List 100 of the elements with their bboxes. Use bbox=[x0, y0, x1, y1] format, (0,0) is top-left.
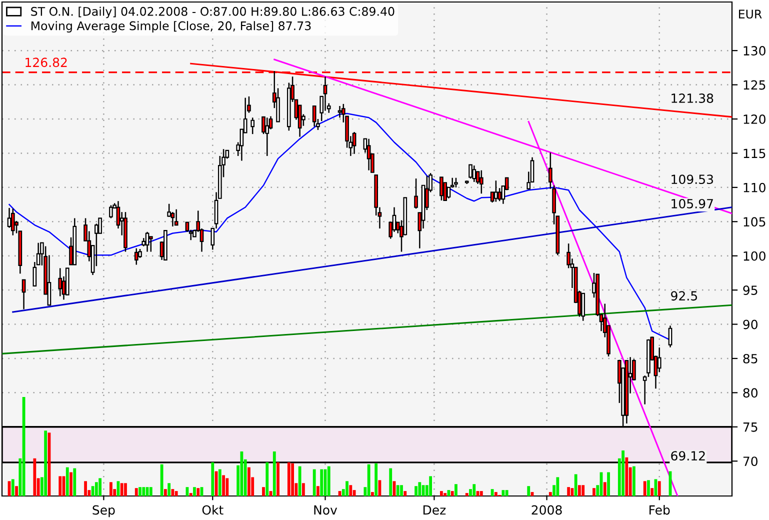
bar bbox=[164, 489, 167, 496]
bar bbox=[240, 451, 244, 496]
bar bbox=[110, 482, 112, 496]
bar bbox=[622, 450, 624, 496]
bar bbox=[58, 476, 62, 496]
legend-label: ST O.N. [Daily] 04.02.2008 - O:87.00 H:89.80 L:86.63 C:89.40 bbox=[31, 6, 394, 18]
bar bbox=[374, 463, 378, 496]
y-tick-label: 75 bbox=[743, 422, 758, 432]
bar bbox=[454, 484, 458, 496]
bar bbox=[248, 467, 250, 496]
bar bbox=[98, 478, 102, 496]
bar bbox=[316, 486, 320, 496]
bar bbox=[592, 488, 596, 496]
bar bbox=[472, 484, 476, 496]
bar bbox=[465, 493, 468, 496]
candlestick bbox=[323, 76, 328, 112]
candlestick bbox=[134, 248, 138, 266]
bar bbox=[567, 487, 570, 496]
bar bbox=[527, 486, 530, 496]
bar bbox=[189, 493, 192, 496]
bar bbox=[218, 469, 222, 496]
bar bbox=[367, 464, 370, 496]
bar bbox=[174, 491, 178, 496]
bar bbox=[84, 481, 87, 496]
bar bbox=[400, 485, 403, 496]
annotation: 121.38 bbox=[672, 94, 714, 103]
y-tick-label: 90 bbox=[743, 320, 758, 330]
candlestick bbox=[454, 177, 458, 188]
bar bbox=[134, 488, 138, 496]
bar bbox=[222, 475, 225, 496]
candlestick bbox=[668, 325, 672, 348]
bar bbox=[450, 491, 454, 496]
bar bbox=[603, 482, 606, 496]
candlestick bbox=[148, 236, 153, 252]
y-tick-label: 100 bbox=[744, 251, 766, 261]
candlestick bbox=[47, 254, 52, 306]
bar bbox=[396, 485, 400, 496]
bar bbox=[272, 451, 276, 496]
annotation: 105.97 bbox=[672, 198, 713, 208]
y-tick-label: 85 bbox=[743, 354, 758, 364]
candlestick bbox=[657, 346, 662, 373]
bar bbox=[66, 467, 69, 496]
candlestick bbox=[58, 268, 62, 297]
candlestick bbox=[352, 131, 356, 155]
candlestick bbox=[145, 231, 150, 252]
candlestick bbox=[642, 374, 647, 405]
bar bbox=[11, 479, 14, 496]
bar bbox=[389, 468, 392, 496]
candlestick bbox=[250, 117, 255, 135]
bar bbox=[149, 487, 152, 496]
candlestick bbox=[36, 242, 40, 266]
bar bbox=[349, 485, 352, 496]
bar bbox=[193, 487, 196, 496]
bar bbox=[418, 482, 422, 496]
candlestick bbox=[10, 208, 15, 236]
bar bbox=[578, 485, 581, 496]
y-tick-label: 80 bbox=[743, 388, 758, 398]
annotation: 109.53 bbox=[672, 174, 713, 184]
bar bbox=[440, 491, 443, 496]
bar bbox=[647, 480, 650, 496]
bar bbox=[320, 469, 324, 496]
candlestick bbox=[22, 279, 26, 310]
bar bbox=[160, 464, 164, 496]
bar bbox=[480, 491, 483, 496]
y-tick-label: 125 bbox=[744, 80, 766, 90]
x-tick-label: Okt bbox=[202, 505, 224, 515]
bar bbox=[346, 481, 348, 496]
x-tick-label: 2008 bbox=[532, 505, 562, 515]
candlestick bbox=[414, 178, 418, 210]
y-tick-label: 115 bbox=[744, 148, 766, 158]
bar bbox=[548, 492, 552, 496]
y-tick-label: 95 bbox=[743, 286, 758, 295]
y-tick-label: 70 bbox=[743, 456, 758, 466]
candlestick bbox=[265, 117, 270, 157]
bar bbox=[44, 430, 48, 496]
bar bbox=[15, 486, 18, 496]
bar bbox=[650, 488, 654, 496]
y-axis-title: EUR bbox=[739, 10, 762, 19]
bar bbox=[556, 477, 560, 496]
x-tick-label: Sep bbox=[92, 505, 115, 518]
bar bbox=[312, 469, 316, 496]
candlestick bbox=[472, 164, 476, 183]
bar bbox=[138, 487, 142, 496]
bar bbox=[120, 483, 124, 496]
annotation: 69.12 bbox=[671, 451, 705, 461]
candlestick bbox=[312, 105, 316, 128]
y-tick-label: 105 bbox=[744, 217, 766, 227]
y-tick-label: 120 bbox=[744, 114, 766, 124]
bar bbox=[276, 462, 280, 496]
candlestick bbox=[494, 180, 498, 202]
candlestick bbox=[581, 292, 586, 322]
bar bbox=[124, 483, 127, 496]
bar bbox=[266, 462, 269, 496]
ref-line-label: 126.82 bbox=[26, 58, 67, 68]
bar bbox=[168, 483, 171, 496]
bar bbox=[607, 472, 610, 496]
bar bbox=[33, 458, 36, 496]
candlestick bbox=[174, 208, 178, 226]
bar bbox=[625, 457, 628, 496]
candlestick bbox=[109, 204, 113, 219]
